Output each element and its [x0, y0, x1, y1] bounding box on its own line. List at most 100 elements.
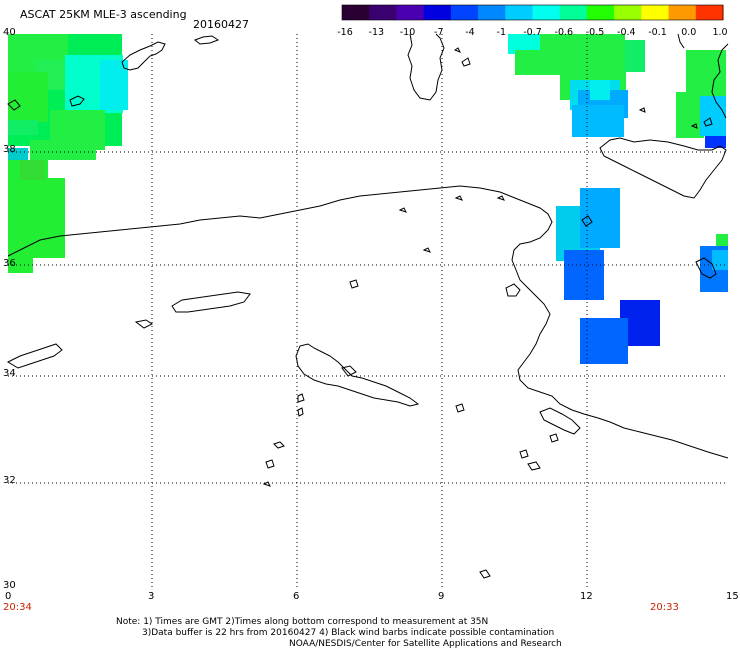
data-cell: [8, 255, 33, 273]
colorbar-tick-label: 0.0: [681, 27, 696, 38]
colorbar-swatch: [396, 5, 425, 20]
note-line-3: NOAA/NESDIS/Center for Satellite Applica…: [289, 639, 562, 649]
map-title: ASCAT 25KM MLE-3 ascending: [20, 8, 187, 21]
start-time: 20:34: [3, 602, 32, 613]
map-date: 20160427: [193, 18, 249, 31]
island-outline: [69, 95, 85, 107]
lake-outline: [455, 403, 465, 413]
island-outline: [703, 117, 713, 127]
island-outline: [398, 207, 407, 213]
island-outline: [695, 257, 717, 279]
island-outline: [194, 35, 220, 45]
colorbar-tick-label: -0.1: [648, 27, 667, 38]
data-cell: [712, 250, 728, 270]
colorbar-tick-label: -13: [369, 27, 385, 38]
lat-label: 34: [3, 368, 16, 379]
island-outline: [461, 57, 471, 67]
note-line-2: 3)Data buffer is 22 hrs from 20160427 4)…: [142, 628, 555, 638]
data-cell: [590, 80, 610, 100]
data-cell: [580, 188, 620, 248]
coastlines: [6, 33, 729, 579]
island-outline: [599, 137, 727, 199]
island-outline: [7, 99, 21, 111]
data-cell: [564, 250, 604, 300]
data-cell: [8, 72, 48, 122]
coast-outline: [407, 33, 445, 101]
colorbar-swatch: [342, 5, 370, 20]
colorbar-swatch: [505, 5, 534, 20]
data-cell: [8, 178, 65, 258]
colorbar-tick-label: -0.7: [523, 27, 542, 38]
colorbar-tick-label: -16: [337, 27, 353, 38]
lat-label: 30: [3, 580, 16, 591]
island-outline: [454, 195, 463, 201]
colorbar-tick-label: -1: [497, 27, 506, 38]
lake-outline: [479, 569, 491, 579]
coast-outline: [7, 185, 729, 459]
lake-outline: [341, 365, 357, 377]
lake-outline: [519, 449, 529, 459]
colorbar-swatch: [532, 5, 561, 20]
lake-outline: [295, 343, 420, 407]
island-outline: [349, 279, 359, 289]
colorbar-tick-label: -7: [434, 27, 443, 38]
colorbar-tick-label: -0.6: [555, 27, 574, 38]
data-cell: [625, 40, 645, 72]
colorbar-swatch: [614, 5, 642, 20]
island-outline: [121, 41, 166, 71]
data-cell: [8, 120, 38, 135]
lake-outline: [297, 407, 304, 417]
lake-outline: [273, 441, 285, 449]
data-cell: [572, 105, 624, 137]
colorbar-outline: [341, 4, 724, 21]
colorbar-swatch: [450, 5, 479, 20]
island-outline: [496, 195, 505, 201]
island-outline: [690, 123, 698, 129]
data-cell: [676, 92, 704, 138]
lake-outline: [6, 343, 63, 369]
island-outline: [453, 47, 462, 53]
colorbar-swatch: [369, 5, 398, 20]
lon-label: 12: [580, 591, 593, 602]
lake-outline: [549, 433, 559, 443]
colorbar-tick-label: -4: [465, 27, 474, 38]
colorbar-swatch: [586, 5, 615, 20]
data-cell: [30, 140, 96, 160]
colorbar-tick-label: 1.0: [712, 27, 727, 38]
colorbar: -16 -13 -10 -7 -4 -1 -0.7 -0.6 -0.5 -0.4 -0.1 0.0 1.…: [337, 4, 728, 38]
colorbar-swatch: [695, 5, 724, 20]
colorbar-swatch: [641, 5, 670, 20]
lake-outline: [262, 481, 271, 487]
lake-outline: [171, 291, 251, 313]
island-outline: [638, 107, 646, 113]
data-cell: [508, 34, 544, 54]
coast-outline: [711, 43, 729, 119]
data-cell: [700, 96, 726, 136]
lat-label: 36: [3, 258, 16, 269]
data-cell: [686, 50, 726, 96]
lon-label: 3: [148, 591, 155, 602]
data-cell: [580, 318, 628, 364]
lake-outline: [297, 393, 305, 403]
lon-label: 0: [5, 591, 12, 602]
lat-label: 40: [3, 27, 16, 38]
data-cell: [20, 160, 45, 180]
colorbar-tick-label: -0.5: [586, 27, 605, 38]
lake-outline: [539, 407, 581, 435]
lake-outline: [527, 461, 541, 471]
data-swaths: [8, 34, 728, 364]
colorbar-tick-label: -0.4: [617, 27, 636, 38]
island-outline: [505, 283, 521, 297]
colorbar-tick-label: -10: [400, 27, 416, 38]
lat-label: 32: [3, 475, 16, 486]
lon-label: 15: [726, 591, 739, 602]
colorbar-swatch: [478, 5, 506, 20]
gridlines: [8, 34, 728, 588]
data-cell: [100, 60, 128, 110]
note-line-1: Note: 1) Times are GMT 2)Times along bot…: [116, 617, 489, 627]
lake-outline: [134, 319, 153, 329]
colorbar-swatch: [423, 5, 452, 20]
lat-label: 38: [3, 144, 16, 155]
coast-outline: [677, 33, 685, 49]
